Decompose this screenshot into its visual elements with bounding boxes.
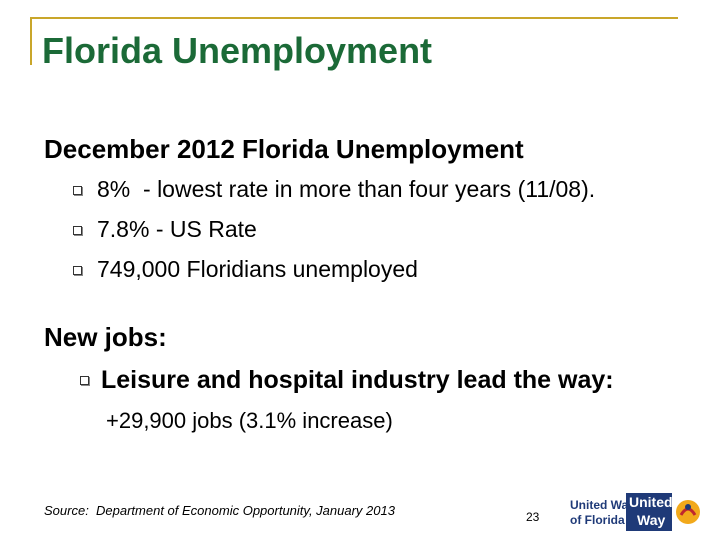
logo-icon — [676, 500, 700, 524]
bullet-icon — [80, 376, 89, 385]
bullet-icon — [73, 186, 82, 195]
heading: December 2012 Florida Unemployment — [44, 134, 524, 164]
sub-text: +29,900 jobs (3.1% increase) — [106, 408, 393, 433]
bullet-icon — [73, 226, 82, 235]
logo-circle — [676, 500, 700, 524]
gold-rule — [30, 17, 678, 19]
bullet-icon — [73, 266, 82, 275]
heading: New jobs: — [44, 322, 167, 352]
logo-head — [685, 504, 691, 510]
logo-box — [626, 493, 672, 531]
logo-text: of Florida — [570, 513, 625, 527]
gold-rule-vertical — [30, 17, 32, 65]
bullet-text: 749,000 Floridians unemployed — [97, 256, 418, 282]
logo-text: United — [629, 494, 673, 510]
logo-text: Way — [637, 512, 666, 528]
page-number: 23 — [526, 510, 540, 524]
title: Florida Unemployment — [42, 30, 433, 71]
bullet-text: 7.8% - US Rate — [97, 216, 257, 242]
bullet-text: 8% - lowest rate in more than four years… — [97, 176, 596, 202]
source: Source: Department of Economic Opportuni… — [44, 503, 395, 518]
bullet-text: Leisure and hospital industry lead the w… — [101, 366, 614, 394]
